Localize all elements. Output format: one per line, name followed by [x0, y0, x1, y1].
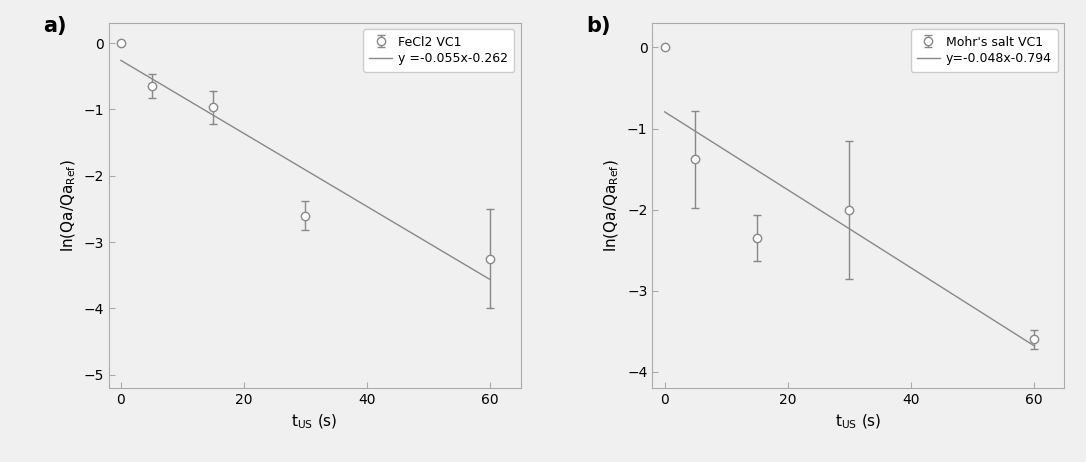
Legend: Mohr's salt VC1, y=-0.048x-0.794: Mohr's salt VC1, y=-0.048x-0.794 — [911, 30, 1058, 72]
Text: b): b) — [586, 16, 611, 36]
X-axis label: t$_{\mathrm{US}}$ (s): t$_{\mathrm{US}}$ (s) — [835, 413, 882, 431]
Y-axis label: ln(Qa/Qa$_{\mathrm{Ref}}$): ln(Qa/Qa$_{\mathrm{Ref}}$) — [60, 159, 78, 252]
Text: a): a) — [42, 16, 66, 36]
Y-axis label: ln(Qa/Qa$_{\mathrm{Ref}}$): ln(Qa/Qa$_{\mathrm{Ref}}$) — [603, 159, 621, 252]
X-axis label: t$_{\mathrm{US}}$ (s): t$_{\mathrm{US}}$ (s) — [291, 413, 338, 431]
Legend: FeCl2 VC1, y =-0.055x-0.262: FeCl2 VC1, y =-0.055x-0.262 — [363, 30, 515, 72]
